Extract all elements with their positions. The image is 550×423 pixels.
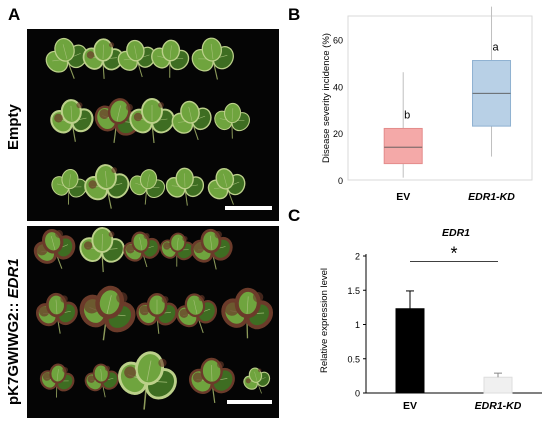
leaf-19 (186, 227, 237, 272)
leaves-top-canvas (27, 29, 279, 221)
edr1-leaves-photo (27, 226, 279, 418)
bar-ev (396, 309, 424, 393)
leaf-8 (165, 96, 220, 145)
iqr-box (384, 128, 422, 163)
leaf-11 (79, 162, 135, 211)
y-tick-label: 40 (333, 82, 343, 92)
leaf-28 (185, 358, 239, 404)
leaf-22 (134, 294, 181, 334)
leaf-15 (27, 226, 83, 275)
y-tick-label: 1 (355, 320, 360, 330)
leaf-12 (123, 166, 171, 209)
leaf-13 (162, 168, 208, 207)
y-tick-label: 0 (338, 176, 343, 186)
leaf-23 (170, 289, 225, 338)
lesion-spot (140, 306, 150, 316)
y-tick-label: 0 (355, 389, 360, 399)
leaf-14 (201, 163, 253, 211)
panel-b-letter: B (288, 5, 300, 25)
category-label: EDR1-KD (468, 191, 515, 203)
leaf-29 (238, 364, 275, 398)
chart-title: EDR1 (442, 227, 470, 239)
y-tick-label: 2 (355, 252, 360, 262)
y-tick-label: 1.5 (347, 286, 360, 296)
leaf-17 (118, 229, 166, 272)
edr1-expression-barchart: EDR1 0 0.5 1 1.5 2 Relative expression level EV… (300, 210, 550, 420)
box-edr1-kd (473, 7, 511, 157)
leaf-3 (146, 38, 194, 80)
y-tick-label: 60 (333, 35, 343, 45)
leaf-27 (108, 346, 185, 415)
leaf-26 (81, 363, 123, 400)
leaf-9 (210, 102, 254, 140)
leaf-25 (36, 362, 79, 400)
leaves-bottom-canvas (27, 226, 279, 418)
leaf-7 (126, 99, 178, 143)
bar-edr1-kd (484, 377, 512, 393)
leaf-24 (217, 288, 278, 340)
scale-bar-bottom (227, 400, 272, 404)
y-tick-label: 0.5 (347, 354, 360, 364)
leaf-21 (71, 281, 144, 347)
scale-bar-top (225, 206, 272, 210)
empty-vector-leaves-photo (27, 29, 279, 221)
leaf-16 (75, 227, 129, 273)
leaf-5 (46, 98, 98, 143)
lesion-spot (134, 113, 142, 121)
significance-star: * (450, 243, 457, 263)
lesion-spot (158, 102, 164, 108)
leaf-4 (186, 35, 240, 83)
significance-letter: a (492, 42, 499, 54)
category-label: EDR1-KD (475, 400, 522, 412)
category-label: EV (396, 191, 410, 203)
y-tick-label: 20 (333, 129, 343, 139)
panel-c-letter: C (288, 206, 300, 226)
category-label: EV (403, 400, 417, 412)
box-ev (384, 72, 422, 177)
leaf-20 (32, 293, 82, 336)
edr1-side-label: pK7GWIWG2:: EDR1 (5, 258, 22, 405)
lesion-spot (162, 296, 169, 303)
empty-side-label: Empty (5, 104, 22, 150)
significance-letter: b (404, 109, 410, 121)
y-axis-label: Disease severity incidence (%) (321, 33, 332, 163)
panel-a-letter: A (8, 5, 20, 25)
y-axis-label: Relative expression level (319, 268, 330, 373)
